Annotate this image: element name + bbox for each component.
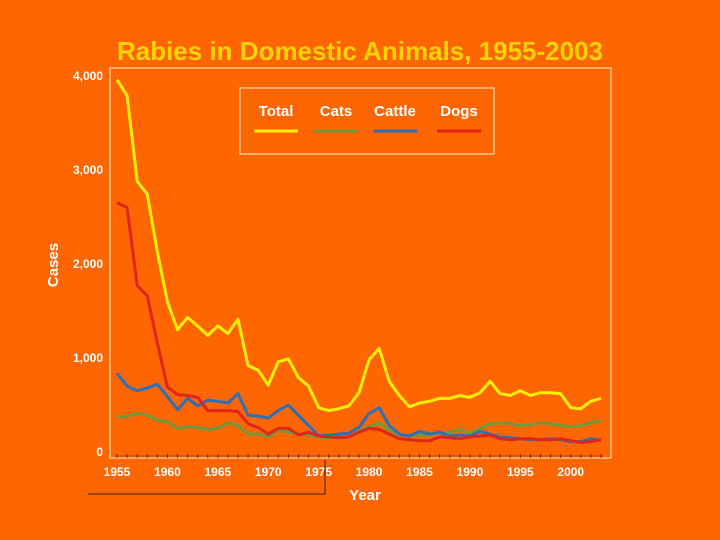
legend-label-total: Total xyxy=(259,103,294,120)
x-axis-label: Year xyxy=(349,487,381,504)
plot-frame xyxy=(109,67,612,459)
legend-label-dogs: Dogs xyxy=(440,103,478,120)
y-tick-label: 3,000 xyxy=(73,163,103,177)
x-tick-label: 1960 xyxy=(154,465,181,479)
y-tick-label: 4,000 xyxy=(73,69,103,83)
x-tick-label: 1955 xyxy=(104,465,131,479)
series-lines xyxy=(115,78,602,444)
x-tick-label: 1965 xyxy=(204,465,231,479)
legend-label-cats: Cats xyxy=(320,103,353,120)
series-line-dogs xyxy=(116,201,602,444)
x-tick-label: 1980 xyxy=(356,465,383,479)
x-tick-label: 2000 xyxy=(557,465,584,479)
chart-title: Rabies in Domestic Animals, 1955-2003 xyxy=(117,36,603,66)
y-tick-label: 0 xyxy=(96,445,103,459)
y-ticks: 0 1,000 2,000 3,000 4,000 xyxy=(73,69,103,459)
x-tick-label: 1990 xyxy=(457,465,484,479)
legend-box xyxy=(239,87,495,155)
y-tick-label: 1,000 xyxy=(73,351,103,365)
series-line-total xyxy=(115,78,602,413)
x-tick-label: 1975 xyxy=(305,465,332,479)
x-tick-label: 1995 xyxy=(507,465,534,479)
x-tick-label: 1985 xyxy=(406,465,433,479)
x-ticks: 1955 1960 1965 1970 1975 1980 1985 1990 1995 2000 xyxy=(104,454,603,479)
y-axis-label: Cases xyxy=(45,243,62,287)
legend: Total Cats Cattle Dogs xyxy=(239,87,495,155)
y-tick-label: 2,000 xyxy=(73,257,103,271)
axis-tail-line xyxy=(88,460,326,495)
x-tick-label: 1970 xyxy=(255,465,282,479)
legend-label-cattle: Cattle xyxy=(374,103,416,120)
